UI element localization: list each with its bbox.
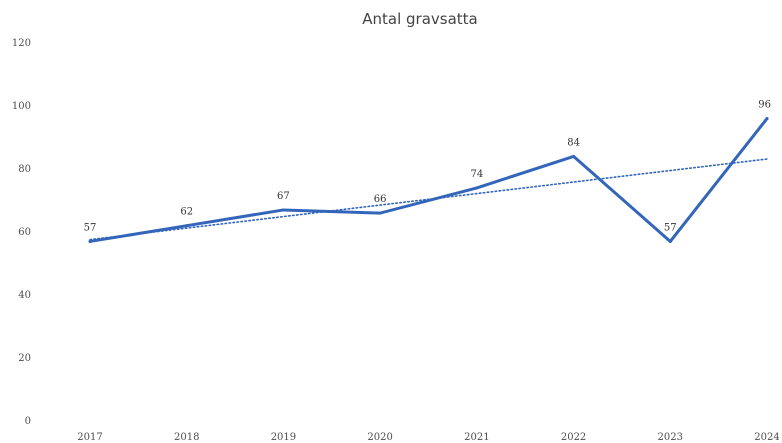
data-point — [572, 154, 576, 158]
y-tick-label: 60 — [18, 227, 31, 238]
data-point — [185, 224, 189, 228]
series-layer — [88, 117, 769, 243]
data-label: 57 — [84, 222, 97, 233]
data-point — [765, 117, 769, 121]
data-label: 62 — [180, 207, 193, 218]
data-label: 96 — [758, 100, 771, 111]
data-label: 74 — [470, 169, 483, 180]
series-line — [88, 117, 769, 243]
y-tick-label: 120 — [12, 38, 31, 49]
data-label: 57 — [664, 222, 677, 233]
data-label: 66 — [374, 194, 387, 205]
x-tick-label: 2021 — [464, 432, 489, 443]
y-tick-label: 0 — [25, 416, 31, 427]
x-axis-tick-labels: 2017 2018 2019 2020 2021 2022 2023 2024 — [77, 432, 779, 443]
x-tick-label: 2019 — [271, 432, 296, 443]
data-label: 67 — [277, 191, 290, 202]
data-point — [88, 239, 92, 243]
y-tick-label: 80 — [18, 164, 31, 175]
data-label: 84 — [567, 137, 580, 148]
data-point — [281, 208, 285, 212]
y-tick-label: 20 — [18, 353, 31, 364]
x-tick-label: 2022 — [561, 432, 586, 443]
data-point — [475, 186, 479, 190]
x-tick-label: 2023 — [658, 432, 683, 443]
y-tick-label: 100 — [12, 101, 31, 112]
x-tick-label: 2018 — [174, 432, 199, 443]
x-tick-label: 2020 — [367, 432, 392, 443]
x-tick-label: 2024 — [754, 432, 779, 443]
x-tick-label: 2017 — [77, 432, 102, 443]
y-axis-tick-labels: 0 20 40 60 80 100 120 — [12, 38, 31, 427]
y-tick-label: 40 — [18, 290, 31, 301]
data-label-layer: 57 62 67 66 74 84 57 96 — [84, 100, 771, 234]
data-point — [378, 211, 382, 215]
chart-title: Antal gravsatta — [362, 10, 478, 28]
data-point — [668, 239, 672, 243]
